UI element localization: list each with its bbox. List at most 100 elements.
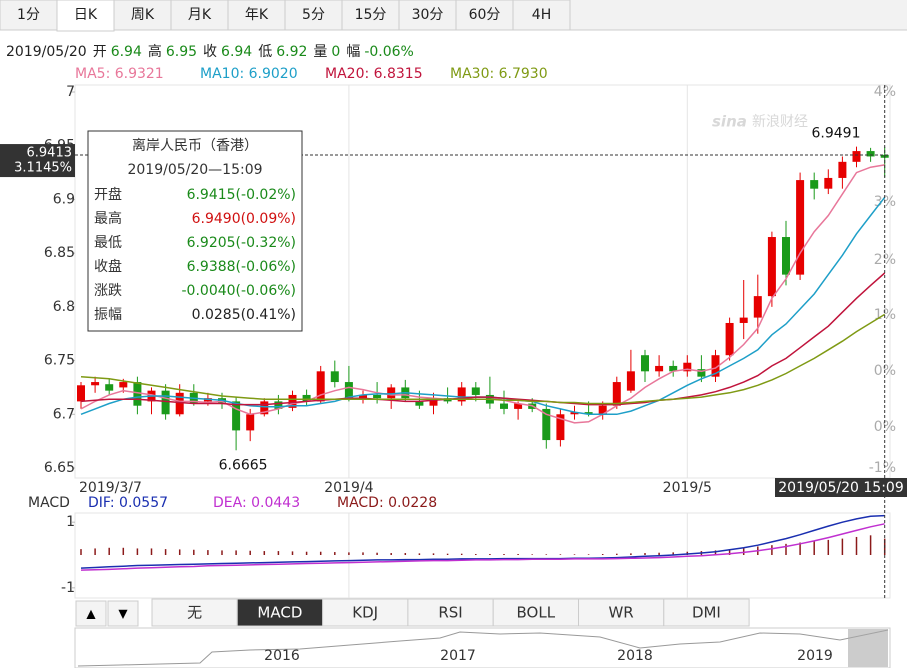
indicator-tab[interactable] — [578, 598, 665, 627]
navigator-label: 2017 — [440, 648, 476, 664]
tab[interactable] — [56, 0, 115, 32]
indicator-tab-label: KDJ — [352, 604, 378, 622]
indicator-tab[interactable] — [492, 598, 580, 627]
candle-body — [626, 371, 635, 391]
candle-body — [824, 177, 833, 189]
candle-body — [119, 382, 128, 388]
candle-body — [753, 296, 762, 318]
indicator-tab[interactable] — [663, 598, 750, 627]
candle-body — [105, 384, 114, 391]
y-tick-label: 6.9 — [53, 191, 75, 207]
candle-body — [175, 392, 184, 415]
tooltip-value: -0.0040(-0.06%) — [182, 283, 297, 299]
tooltip — [87, 130, 303, 332]
candle-body — [359, 394, 367, 399]
candle-body — [838, 161, 847, 178]
info-line: 2019/05/20 开 6.94 高 6.95 收 6.94 低 6.92 量 0 幅 -0.06% — [6, 43, 414, 60]
navigator-label: 2019 — [797, 648, 833, 664]
candle-body — [683, 362, 692, 372]
indicator-tab[interactable] — [151, 598, 238, 627]
ma-line — [80, 313, 886, 405]
tab-label: 15分 — [355, 7, 387, 23]
candle-body — [415, 401, 424, 406]
navigator-label: 2018 — [617, 648, 653, 664]
right-axis-label: -1% — [869, 460, 896, 476]
candle-body — [542, 408, 551, 441]
price-readout-value: 6.9413 — [27, 146, 73, 161]
candle-body — [91, 382, 100, 386]
ma-legend: MA5: 6.9321 — [75, 66, 164, 82]
candle-body — [796, 180, 805, 275]
candle-body — [782, 237, 790, 275]
candle-body — [232, 401, 241, 431]
candle-body — [514, 403, 523, 409]
tooltip-label: 涨跌 — [94, 283, 122, 299]
y-tick-label: 6.85 — [44, 245, 75, 261]
info-value: -0.06% — [364, 44, 414, 60]
tooltip-value: 0.0285(0.41%) — [192, 307, 296, 323]
tab[interactable] — [227, 0, 286, 31]
price-readout — [0, 144, 75, 178]
navigator — [74, 627, 891, 669]
indicator-tab-label: BOLL — [517, 604, 556, 622]
y-tick-label: 6.8 — [53, 299, 75, 315]
tab-label: 日K — [74, 7, 98, 23]
indicator-tab-label: MACD — [257, 604, 302, 622]
info-value: 6.94 — [111, 44, 142, 60]
indicator-tab-label: 无 — [187, 604, 202, 622]
up-arrow-icon: ▲ — [86, 607, 96, 621]
candle-body — [767, 237, 776, 297]
candle-body — [429, 398, 438, 406]
tooltip-value: 6.9415(-0.02%) — [187, 187, 296, 203]
candle-body — [288, 394, 297, 408]
y-tick-label: 7 — [66, 84, 75, 100]
candle-body — [387, 387, 396, 399]
candle-body — [133, 382, 142, 406]
info-label: 幅 — [346, 44, 360, 60]
tab[interactable] — [284, 0, 343, 31]
indicator-tab-label: RSI — [438, 604, 462, 622]
time-readout-value: 2019/05/20 15:09 — [778, 480, 904, 496]
tooltip-label: 开盘 — [94, 186, 122, 203]
candle-body — [260, 401, 269, 415]
tab[interactable] — [455, 0, 514, 31]
tab[interactable] — [512, 0, 571, 31]
info-label: 收 — [203, 44, 217, 60]
tooltip-label: 最高 — [94, 210, 122, 227]
y-tick-label: -1 — [61, 580, 75, 596]
scroll-down-button[interactable] — [107, 600, 139, 627]
candle-body — [739, 317, 748, 323]
y-tick-label: 6.75 — [44, 353, 75, 369]
tab[interactable] — [398, 0, 457, 31]
ma-line — [80, 272, 886, 406]
tooltip-label: 最低 — [94, 235, 122, 251]
candle-body — [77, 385, 85, 402]
candle-body — [500, 403, 508, 409]
tab-label: 5分 — [302, 7, 325, 23]
indicator-tab[interactable] — [322, 598, 409, 627]
info-label: 低 — [258, 44, 272, 60]
candle-body — [598, 405, 607, 415]
watermark: sina 新浪财经 — [712, 113, 808, 131]
macd-line — [80, 523, 885, 571]
candle-body — [274, 401, 283, 409]
y-tick-label: 1 — [66, 514, 75, 530]
indicator-tab[interactable] — [407, 598, 494, 627]
candle-body — [373, 394, 382, 399]
candle-body — [655, 365, 664, 372]
extreme-label: 6.6665 — [219, 457, 268, 473]
price-readout-pct: 3.1145% — [14, 161, 72, 176]
scroll-up-button[interactable] — [75, 600, 107, 627]
navigator-window[interactable] — [848, 629, 888, 667]
x-tick-label: 2019/5 — [663, 480, 712, 496]
macd-title: MACD — [28, 495, 70, 511]
tooltip-value: 6.9205(-0.32%) — [187, 235, 296, 251]
macd-legend: DEA: 0.0443 — [213, 495, 300, 511]
info-label: 开 — [93, 44, 107, 60]
tab-label: 4H — [532, 7, 551, 23]
candle-body — [852, 151, 861, 162]
candle-body — [344, 382, 353, 399]
tab-label: 年K — [245, 7, 269, 23]
candle-body — [697, 369, 706, 377]
